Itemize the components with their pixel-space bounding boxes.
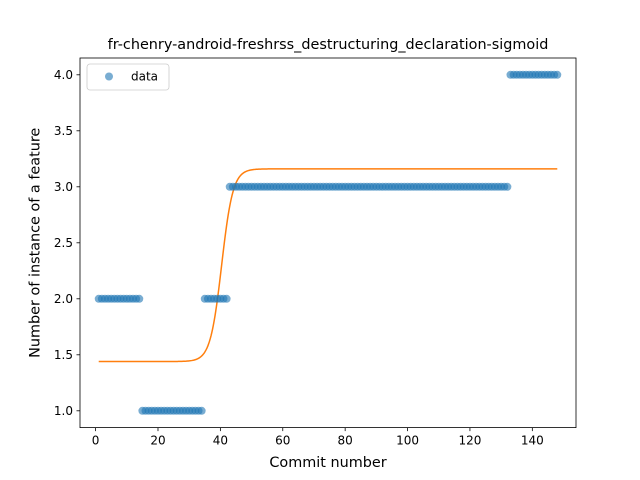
x-tick-label: 140 xyxy=(521,434,544,448)
x-tick-label: 60 xyxy=(275,434,290,448)
plot-background xyxy=(80,58,576,428)
x-tick-label: 80 xyxy=(338,434,353,448)
y-tick-label: 3.0 xyxy=(54,180,73,194)
fit-layer xyxy=(98,168,558,363)
x-axis-label: Commit number xyxy=(269,455,386,471)
data-point xyxy=(503,182,512,191)
y-tick-label: 4.0 xyxy=(54,68,73,82)
y-tick-label: 1.5 xyxy=(54,348,73,362)
chart-title: fr-chenry-android-freshrss_destructuring… xyxy=(108,37,549,53)
legend-box xyxy=(86,63,170,91)
y-tick-label: 2.5 xyxy=(54,236,73,250)
points-layer xyxy=(94,70,562,415)
legend-marker-data xyxy=(105,72,113,81)
x-tick-label: 20 xyxy=(150,434,165,448)
y-tick-label: 1.0 xyxy=(54,404,73,418)
data-point xyxy=(197,406,206,415)
legend: data xyxy=(86,63,170,91)
x-tick-label: 100 xyxy=(396,434,419,448)
y-tick-label: 3.5 xyxy=(54,124,73,138)
data-point xyxy=(222,294,231,303)
x-tick-label: 120 xyxy=(458,434,481,448)
plot-area xyxy=(80,58,576,428)
sigmoid-fit-line xyxy=(98,168,558,363)
x-tick-label: 0 xyxy=(92,434,100,448)
legend-label-data: data xyxy=(131,70,158,84)
y-axis-ticks: 1.0 1.5 2.0 2.5 3.0 3.5 4.0 xyxy=(54,68,80,418)
x-axis-ticks: 0 20 40 60 80 100 120 140 xyxy=(92,427,544,448)
x-tick-label: 40 xyxy=(213,434,228,448)
y-tick-label: 2.0 xyxy=(54,292,73,306)
data-point xyxy=(135,294,144,303)
y-axis-label: Number of instance of a feature xyxy=(28,128,44,358)
data-point xyxy=(553,70,562,79)
